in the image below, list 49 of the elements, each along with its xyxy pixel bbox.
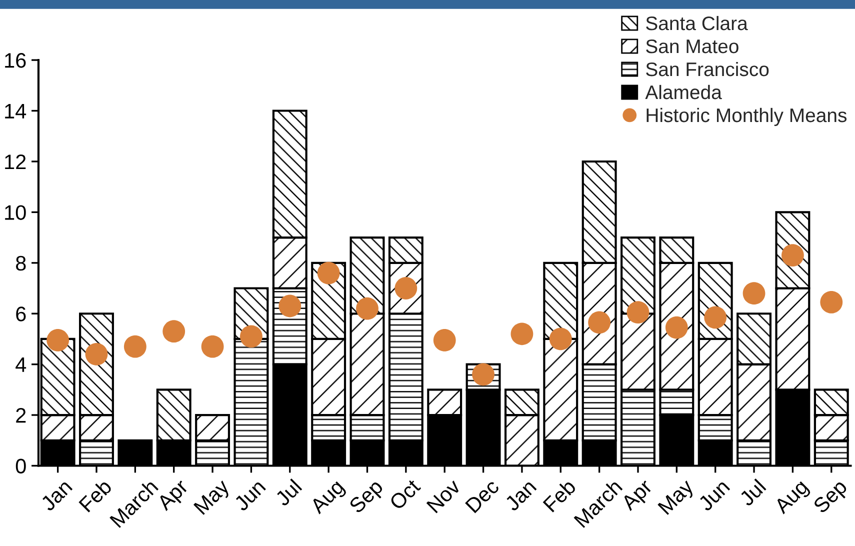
x-tick-label: Oct	[388, 478, 422, 511]
point	[510, 322, 534, 346]
legend-label: San Mateo	[646, 39, 738, 54]
x-tick-label: Sep	[348, 478, 387, 517]
legend-label: San Francisco	[646, 62, 769, 76]
x-tick-label: Jul	[738, 478, 766, 507]
x-tick-label: Jul	[274, 478, 302, 507]
x-tick-label: Dec	[465, 478, 500, 514]
x-tick-label: Feb	[542, 478, 577, 513]
point	[201, 335, 224, 358]
point	[124, 335, 146, 358]
point	[742, 282, 766, 305]
point	[317, 262, 340, 284]
point	[704, 306, 727, 329]
x-tick-label: Aug	[773, 479, 812, 518]
x-tick-label: May	[193, 478, 234, 518]
x-tick-label: Jan	[40, 479, 73, 512]
legend-label: Alameda	[645, 84, 722, 100]
y-tick-label: 2	[16, 408, 26, 423]
point	[549, 328, 572, 350]
legend-label: Historic Monthly Means	[646, 108, 847, 126]
x-tick-label: May	[658, 478, 698, 518]
point	[240, 325, 262, 348]
point	[433, 329, 456, 352]
point	[85, 342, 108, 366]
point	[588, 311, 611, 334]
y-tick-label: 10	[5, 205, 26, 220]
y-tick-label: 12	[5, 154, 26, 170]
y-tick-label: 8	[16, 256, 26, 271]
y-tick-label: 16	[5, 53, 26, 68]
x-tick-label: Nov	[426, 478, 462, 514]
x-tick-label: Jun	[233, 479, 266, 512]
y-tick-label: 4	[16, 358, 26, 372]
x-tick-label: Feb	[78, 478, 113, 513]
point	[46, 329, 70, 352]
point	[278, 294, 302, 318]
point	[665, 316, 688, 339]
point	[820, 291, 843, 314]
legend-label: Santa Clara	[646, 16, 748, 30]
y-tick-label: 6	[16, 306, 26, 322]
point	[626, 301, 650, 324]
point	[356, 297, 378, 320]
point	[162, 320, 186, 343]
x-tick-label: Sep	[812, 478, 851, 517]
y-tick-label: 14	[5, 104, 26, 118]
y-tick-label: 0	[16, 458, 26, 474]
x-tick-label: Jun	[697, 479, 730, 512]
x-tick-label: Jan	[504, 479, 537, 512]
x-tick-label: Aug	[309, 479, 348, 518]
